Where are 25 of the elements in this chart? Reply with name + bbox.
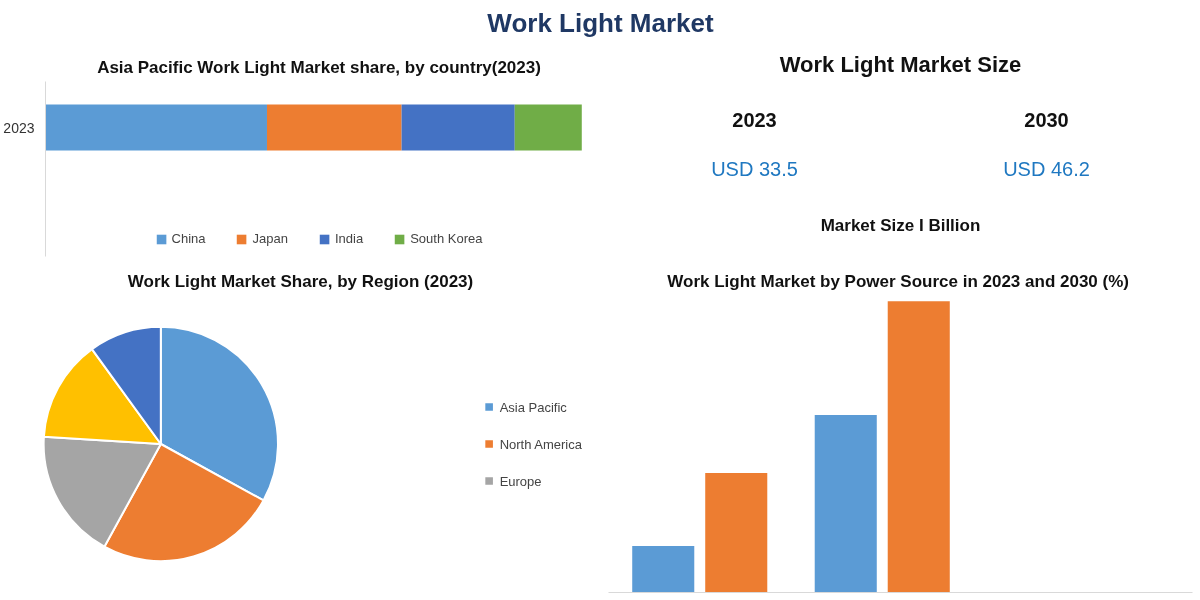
bar	[401, 104, 515, 151]
legend-label: Asia Pacific	[499, 399, 567, 414]
text: USD 33.5	[711, 158, 798, 180]
bar	[514, 104, 582, 151]
text: Work Light Market	[487, 7, 714, 38]
chart-title: Asia Pacific Work Light Market share, by country(2023)	[97, 57, 541, 77]
text: USD 46.2	[1003, 158, 1090, 180]
category-label: 2030	[1024, 109, 1069, 131]
legend-label: Japan	[252, 231, 288, 246]
legend-label: India	[334, 231, 364, 246]
chart-title: Work Light Market Share, by Region (2023)	[127, 271, 474, 291]
bar	[45, 104, 267, 151]
category-label: 2023	[3, 119, 35, 136]
chart-title: Work Light Market by Power Source in 2023 and 2030 (%)	[667, 271, 1129, 291]
text: Work Light Market Size	[779, 51, 1022, 77]
bar	[814, 414, 877, 593]
bar	[632, 545, 695, 593]
legend-label: China	[171, 231, 206, 246]
bar	[887, 301, 950, 593]
bar	[705, 473, 768, 593]
legend-label: North America	[499, 436, 582, 451]
legend-label: Europe	[499, 473, 542, 488]
legend-label: South Korea	[410, 231, 483, 246]
text: Market Size I Billion	[820, 215, 981, 235]
bar	[266, 104, 402, 151]
